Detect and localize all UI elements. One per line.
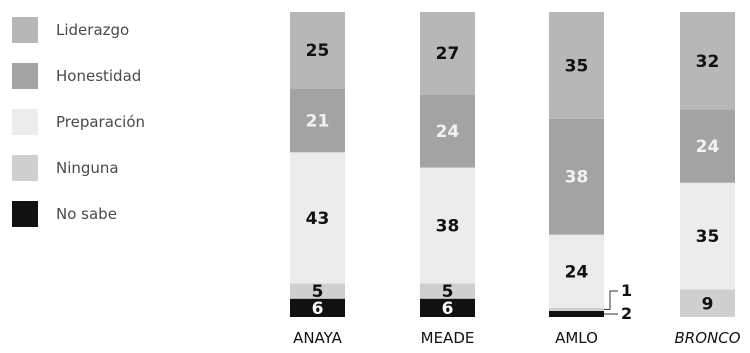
bar-segment-1-1 bbox=[420, 94, 475, 168]
value-label-2-4: 2 bbox=[621, 304, 632, 323]
chart-bars bbox=[290, 12, 735, 317]
value-label-2-1: 38 bbox=[565, 168, 589, 188]
value-label-0-2: 43 bbox=[306, 209, 330, 229]
value-label-1-4: 6 bbox=[442, 299, 454, 319]
value-label-1-2: 38 bbox=[436, 217, 460, 237]
bar-segment-2-3 bbox=[549, 307, 604, 311]
bar-segment-2-0 bbox=[549, 12, 604, 119]
bar-segment-2-4 bbox=[549, 310, 604, 317]
legend-swatch-1 bbox=[12, 63, 38, 89]
bar-segment-0-4 bbox=[290, 298, 345, 317]
value-label-3-0: 32 bbox=[696, 52, 720, 72]
legend-swatch-3 bbox=[12, 155, 38, 181]
bar-segment-1-0 bbox=[420, 12, 475, 95]
legend-label-1: Honestidad bbox=[56, 67, 141, 85]
legend-label-0: Liderazgo bbox=[56, 21, 129, 39]
legend-swatch-2 bbox=[12, 109, 38, 135]
category-label-0: ANAYA bbox=[293, 329, 343, 347]
value-label-1-3: 5 bbox=[442, 282, 454, 302]
chart-labels: 25214356ANAYA27243856MEADE35382412AMLO32… bbox=[293, 41, 741, 347]
bar-segment-3-3 bbox=[680, 289, 735, 317]
leader-line-2-3 bbox=[604, 290, 618, 310]
legend-swatch-4 bbox=[12, 201, 38, 227]
bar-segment-0-2 bbox=[290, 152, 345, 284]
bar-segment-3-0 bbox=[680, 12, 735, 110]
value-label-0-3: 5 bbox=[312, 282, 324, 302]
category-label-2: AMLO bbox=[555, 329, 598, 347]
bar-segment-0-1 bbox=[290, 88, 345, 153]
value-label-2-2: 24 bbox=[565, 262, 589, 282]
value-label-1-0: 27 bbox=[436, 44, 460, 64]
bar-segment-2-1 bbox=[549, 118, 604, 235]
bar-segment-3-2 bbox=[680, 182, 735, 290]
value-label-3-1: 24 bbox=[696, 137, 720, 157]
value-label-2-3: 1 bbox=[621, 281, 632, 300]
chart-legend: Liderazgo Honestidad Preparación Ninguna No … bbox=[12, 17, 145, 227]
value-label-0-4: 6 bbox=[312, 299, 324, 319]
bar-segment-2-2 bbox=[549, 234, 604, 308]
category-label-3: BRONCO bbox=[674, 329, 740, 347]
bar-segment-1-2 bbox=[420, 167, 475, 284]
bar-segment-0-0 bbox=[290, 12, 345, 89]
bar-segment-1-4 bbox=[420, 298, 475, 317]
bar-segment-0-3 bbox=[290, 283, 345, 299]
value-label-0-1: 21 bbox=[306, 111, 330, 131]
legend-label-4: No sabe bbox=[56, 205, 117, 223]
value-label-1-1: 24 bbox=[436, 122, 460, 142]
value-label-2-0: 35 bbox=[565, 56, 589, 76]
bar-segment-1-3 bbox=[420, 283, 475, 299]
value-label-0-0: 25 bbox=[306, 41, 330, 61]
category-label-1: MEADE bbox=[421, 329, 475, 347]
legend-label-2: Preparación bbox=[56, 113, 145, 131]
bar-segment-3-1 bbox=[680, 109, 735, 183]
value-label-3-3: 9 bbox=[702, 294, 714, 314]
legend-label-3: Ninguna bbox=[56, 159, 119, 177]
value-label-3-2: 35 bbox=[696, 227, 720, 247]
legend-swatch-0 bbox=[12, 17, 38, 43]
